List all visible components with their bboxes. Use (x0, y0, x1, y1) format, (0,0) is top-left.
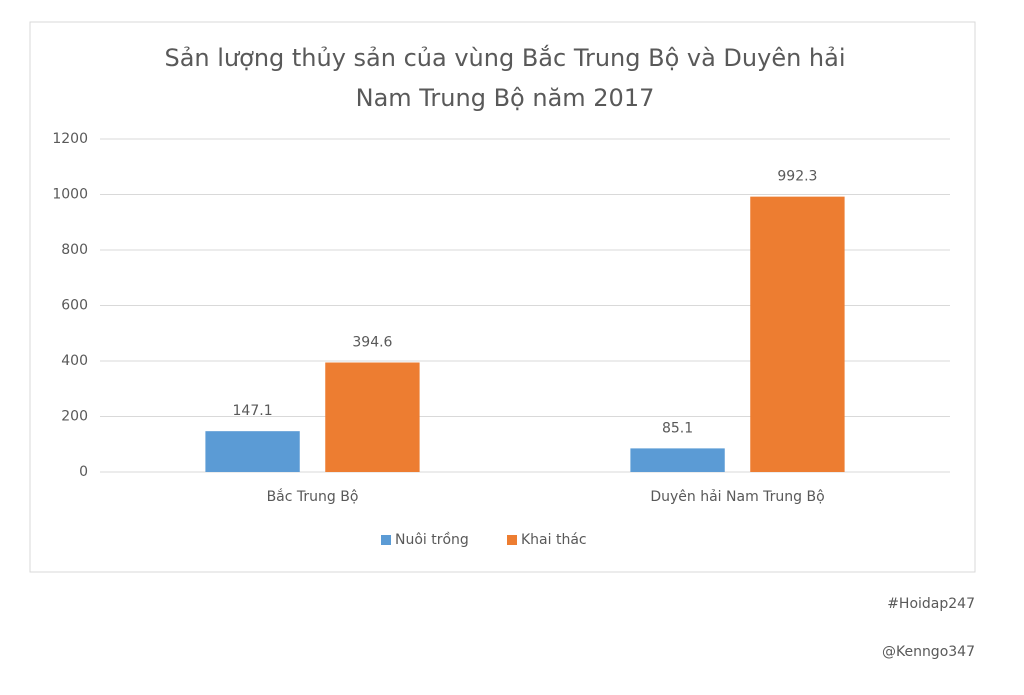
value-label: 85.1 (662, 420, 693, 436)
value-label: 147.1 (233, 403, 273, 419)
y-tick-label: 400 (61, 353, 88, 369)
legend-swatch (381, 535, 391, 545)
value-label: 394.6 (352, 334, 392, 350)
value-label: 992.3 (777, 169, 817, 185)
legend-swatch (507, 535, 517, 545)
legend-label: Khai thác (521, 532, 587, 548)
y-tick-label: 800 (61, 242, 88, 258)
y-tick-label: 1000 (52, 187, 88, 203)
x-tick-label: Duyên hải Nam Trung Bộ (650, 489, 824, 505)
bar (325, 362, 420, 472)
legend-label: Nuôi trồng (395, 531, 469, 548)
x-tick-label: Bắc Trung Bộ (267, 488, 359, 505)
bar (630, 448, 725, 472)
annotation: #Hoidap247 (887, 596, 975, 612)
y-tick-label: 1200 (52, 131, 88, 147)
annotation: @Kenngo347 (882, 644, 975, 660)
bar (205, 431, 300, 472)
y-tick-label: 600 (61, 298, 88, 314)
y-tick-label: 200 (61, 409, 88, 425)
chart-title: Sản lượng thủy sản của vùng Bắc Trung Bộ… (164, 44, 846, 112)
y-tick-label: 0 (79, 464, 88, 480)
bar (750, 196, 845, 472)
